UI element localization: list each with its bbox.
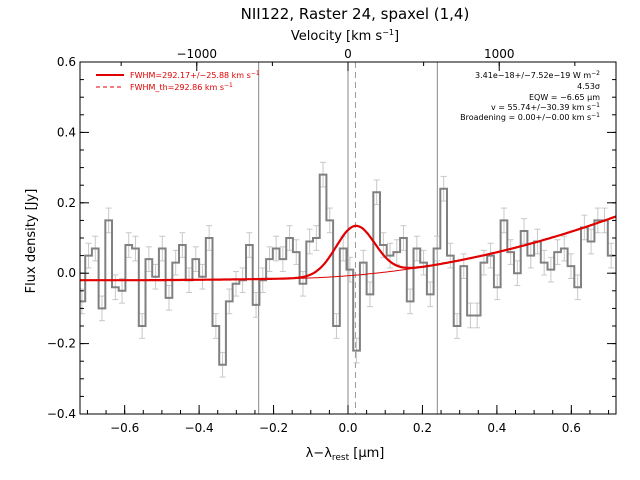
x-tick-label: 0.6	[562, 421, 581, 435]
y-tick-label: 0.2	[57, 196, 76, 210]
x-tick-label: 0.4	[487, 421, 506, 435]
annotation-broadening: Broadening = 0.00+/−0.00 km s−1	[460, 112, 600, 122]
legend-fwhm-th: FWHM_th=292.86 km s−1	[130, 82, 233, 92]
y-tick-label: 0.6	[57, 55, 76, 69]
legend: FWHM=292.17+/−25.88 km s−1 FWHM_th=292.8…	[96, 70, 260, 92]
fit-curves	[80, 215, 616, 282]
top-tick-label: 1000	[484, 47, 515, 61]
x-tick-label: −0.4	[185, 421, 214, 435]
axis-ticks: −0.6 −0.4 −0.2 0.0 0.2 0.4 0.6 −0.4 −0.2 0.0 0.2 0.…	[47, 47, 616, 435]
annotation-flux: 3.41e−18+/−7.52e−19 W m−2	[475, 70, 600, 80]
fit-annotations: 3.41e−18+/−7.52e−19 W m−2 4.53σ EQW = −6…	[460, 70, 600, 122]
x-tick-label: 0.0	[338, 421, 357, 435]
bottom-axis-label: λ−λrest [μm]	[306, 446, 385, 463]
spectrum-step-series	[80, 173, 615, 366]
annotation-snr: 4.53σ	[577, 82, 600, 91]
gaussian-fit-curve	[80, 215, 616, 282]
y-tick-label: −0.4	[47, 407, 76, 421]
chart-title: NII122, Raster 24, spaxel (1,4)	[241, 5, 470, 23]
annotation-velocity: v = 55.74+/−30.39 km s−1	[491, 102, 600, 112]
y-axis-label: Flux density [Jy]	[24, 189, 39, 294]
x-tick-label: −0.6	[110, 421, 139, 435]
top-tick-label: 0	[344, 47, 352, 61]
top-axis-label: Velocity [km s−1]	[291, 28, 399, 44]
x-tick-label: 0.2	[413, 421, 432, 435]
spectrum-step-line	[80, 173, 615, 366]
y-tick-label: −0.2	[47, 337, 76, 351]
y-tick-label: 0.0	[57, 266, 76, 280]
y-tick-label: 0.4	[57, 125, 76, 139]
x-tick-label: −0.2	[259, 421, 288, 435]
annotation-eqw: EQW = −6.65 μm	[529, 93, 600, 102]
top-tick-label: −1000	[176, 47, 217, 61]
legend-fwhm-fit: FWHM=292.17+/−25.88 km s−1	[130, 70, 260, 80]
